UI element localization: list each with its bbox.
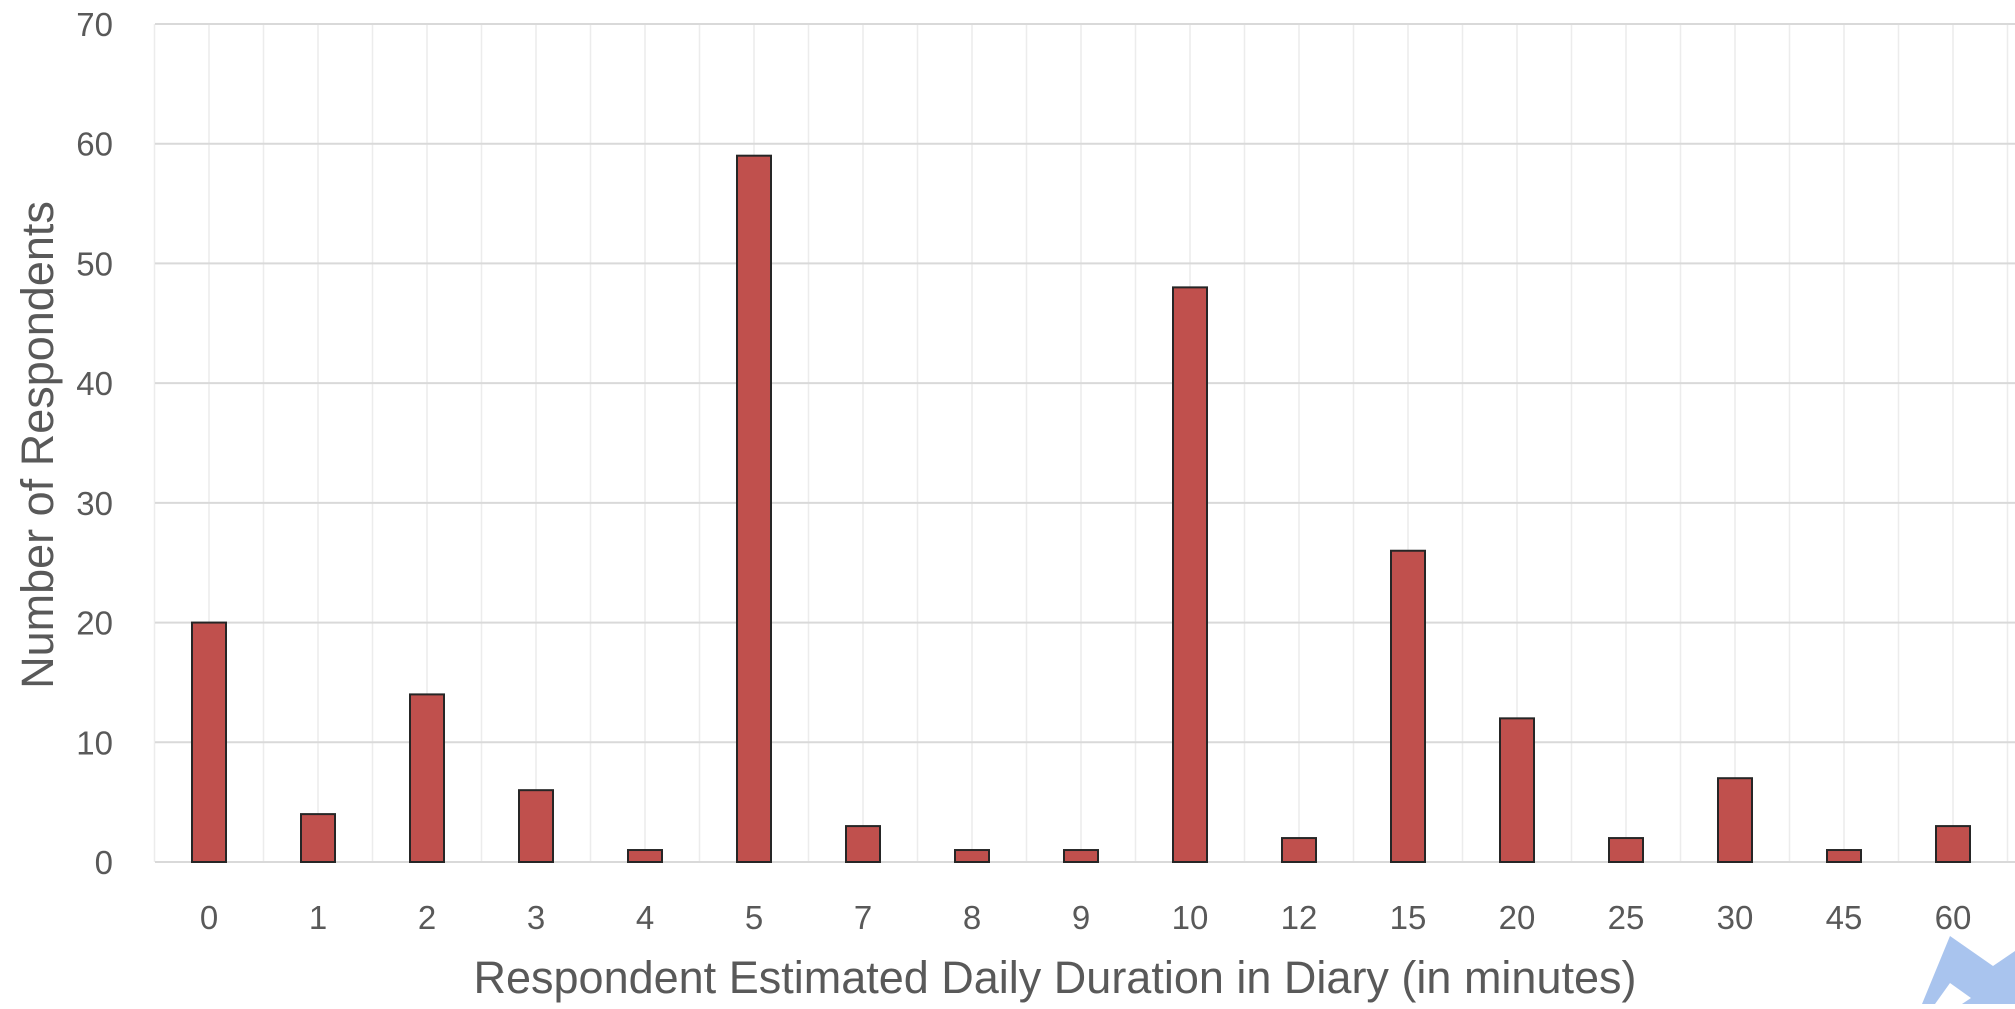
x-tick-label: 45: [1826, 899, 1863, 936]
x-tick-label: 1: [309, 899, 327, 936]
y-tick-label: 70: [76, 6, 113, 43]
bar: [1936, 826, 1970, 862]
y-axis-ticks: 0 10 20 30 40 50 60 70: [76, 6, 113, 881]
y-axis-title: Number of Respondents: [12, 201, 63, 689]
bar: [410, 694, 444, 862]
x-tick-label: 7: [854, 899, 872, 936]
x-tick-label: 4: [636, 899, 654, 936]
y-tick-label: 30: [76, 485, 113, 522]
bar: [1500, 718, 1534, 862]
x-tick-label: 12: [1281, 899, 1318, 936]
x-tick-label: 5: [745, 899, 763, 936]
y-tick-label: 50: [76, 245, 113, 282]
bar: [628, 850, 662, 862]
bar: [1609, 838, 1643, 862]
bar: [192, 623, 226, 862]
y-tick-label: 0: [95, 844, 113, 881]
x-tick-label: 10: [1172, 899, 1209, 936]
bar: [955, 850, 989, 862]
y-tick-label: 10: [76, 724, 113, 761]
x-axis-title: Respondent Estimated Daily Duration in D…: [474, 952, 1637, 1003]
bar: [846, 826, 880, 862]
bar: [1173, 287, 1207, 862]
bar: [1391, 551, 1425, 862]
y-tick-label: 60: [76, 126, 113, 163]
x-tick-label: 30: [1717, 899, 1754, 936]
x-tick-label: 60: [1935, 899, 1972, 936]
y-tick-label: 20: [76, 605, 113, 642]
bar: [1827, 850, 1861, 862]
x-tick-label: 25: [1608, 899, 1645, 936]
x-tick-label: 8: [963, 899, 981, 936]
bar: [1718, 778, 1752, 862]
x-tick-label: 20: [1499, 899, 1536, 936]
y-tick-label: 40: [76, 365, 113, 402]
x-tick-label: 3: [527, 899, 545, 936]
x-tick-label: 2: [418, 899, 436, 936]
bar: [737, 156, 771, 862]
arrow-logo-icon: [1922, 936, 2015, 1004]
bar: [301, 814, 335, 862]
bar: [519, 790, 553, 862]
bar: [1064, 850, 1098, 862]
bar: [1282, 838, 1316, 862]
x-tick-label: 9: [1072, 899, 1090, 936]
x-tick-label: 0: [200, 899, 218, 936]
x-tick-label: 15: [1390, 899, 1427, 936]
